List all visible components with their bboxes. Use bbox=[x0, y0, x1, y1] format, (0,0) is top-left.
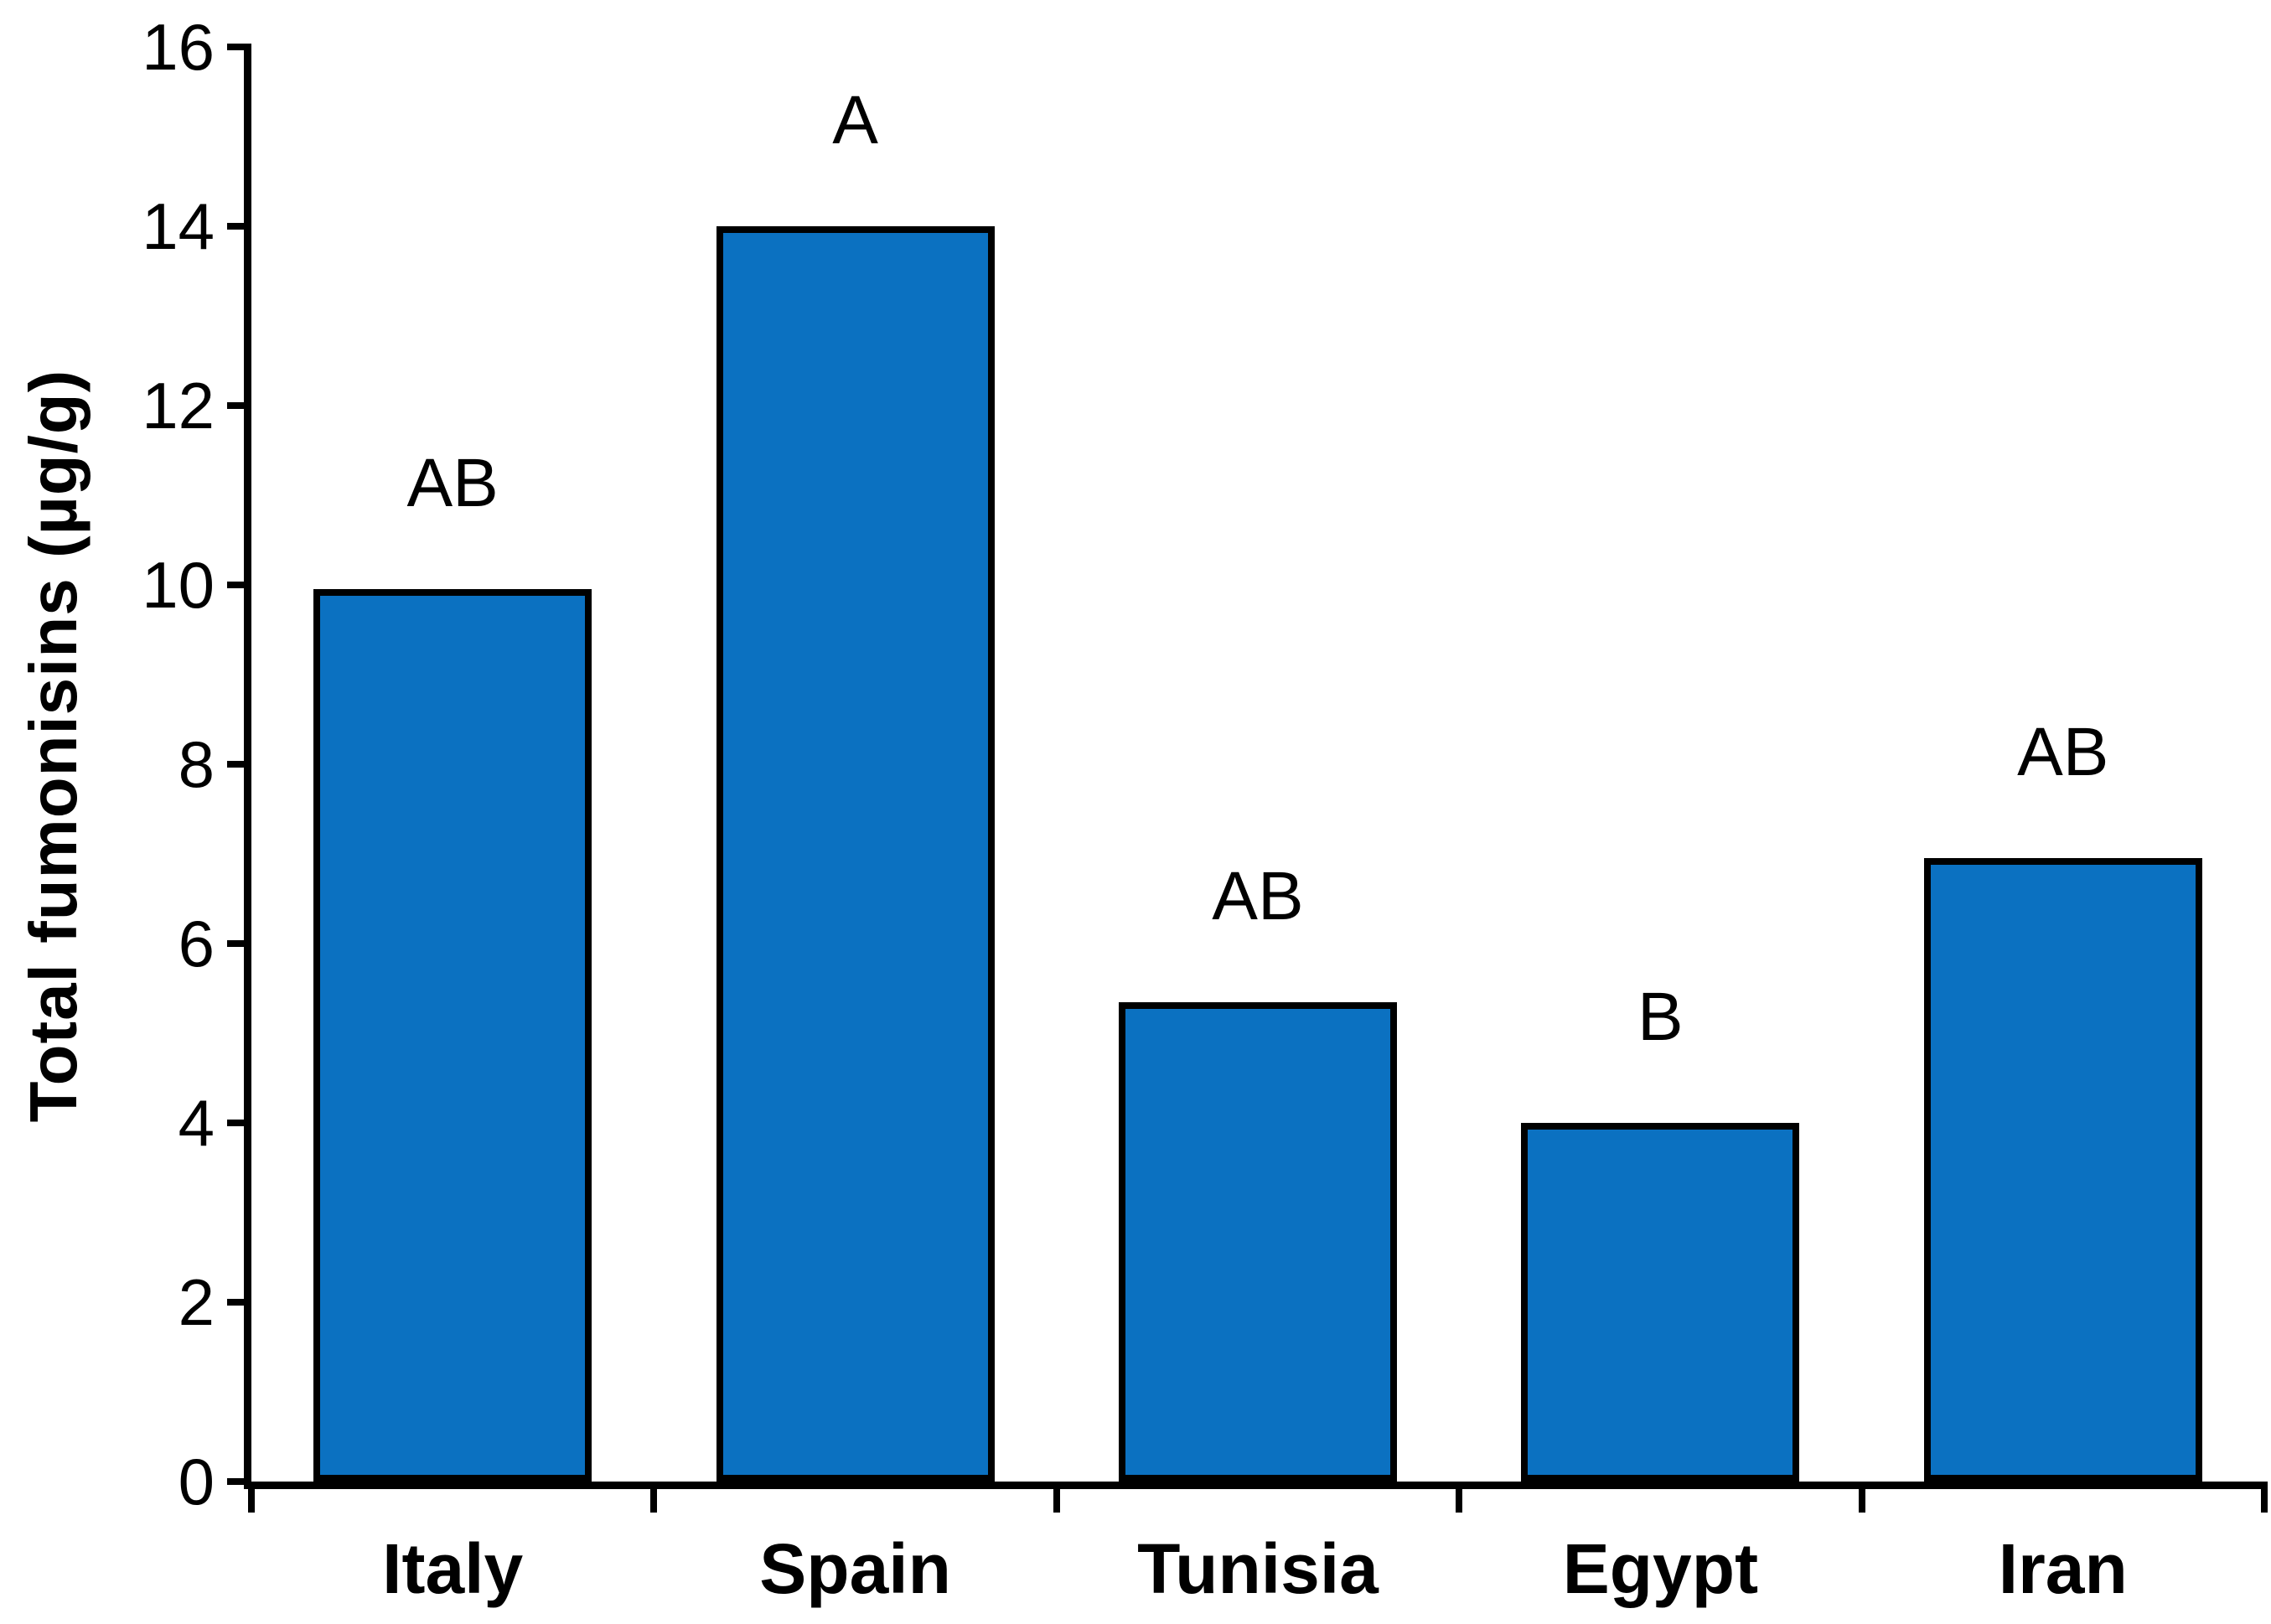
y-axis-tick bbox=[227, 402, 251, 409]
x-axis-tick bbox=[650, 1482, 658, 1513]
bar-italy bbox=[313, 589, 592, 1482]
category-label-iran: Iran bbox=[1998, 1529, 2128, 1608]
bar-spain bbox=[716, 226, 995, 1482]
bar-tunisia bbox=[1119, 1001, 1397, 1482]
x-axis-tick bbox=[1053, 1482, 1060, 1513]
x-axis-tick bbox=[2261, 1482, 2268, 1513]
significance-label-iran: AB bbox=[2017, 714, 2109, 791]
significance-label-egypt: B bbox=[1637, 979, 1684, 1055]
y-axis-tick bbox=[227, 582, 251, 588]
y-axis-tick-label: 16 bbox=[142, 10, 215, 84]
bar-egypt bbox=[1521, 1123, 1800, 1482]
x-axis-tick bbox=[1858, 1482, 1865, 1513]
y-axis-tick-label: 12 bbox=[142, 369, 215, 442]
significance-label-italy: AB bbox=[406, 445, 499, 522]
y-axis-tick bbox=[227, 940, 251, 947]
y-axis-tick-label: 10 bbox=[142, 548, 215, 622]
y-axis-tick-label: 14 bbox=[142, 189, 215, 263]
significance-label-tunisia: AB bbox=[1212, 857, 1304, 934]
y-axis-tick bbox=[227, 223, 251, 230]
y-axis-tick bbox=[227, 1120, 251, 1126]
y-axis-tick-label: 6 bbox=[178, 907, 215, 980]
category-label-italy: Italy bbox=[382, 1529, 524, 1608]
y-axis-tick bbox=[227, 761, 251, 768]
y-axis-tick-label: 4 bbox=[178, 1086, 215, 1160]
x-axis-tick bbox=[1456, 1482, 1463, 1513]
y-axis-tick-label: 8 bbox=[178, 727, 215, 801]
category-label-tunisia: Tunisia bbox=[1137, 1529, 1379, 1608]
significance-label-spain: A bbox=[832, 82, 878, 158]
category-label-spain: Spain bbox=[759, 1529, 951, 1608]
y-axis-tick bbox=[227, 1299, 251, 1306]
bar-iran bbox=[1923, 858, 2202, 1482]
y-axis-tick bbox=[227, 44, 251, 50]
y-axis-tick bbox=[227, 1478, 251, 1485]
y-axis-tick-label: 0 bbox=[178, 1445, 215, 1518]
x-axis-tick bbox=[248, 1482, 255, 1513]
y-axis-tick-label: 2 bbox=[178, 1265, 215, 1339]
category-label-egypt: Egypt bbox=[1562, 1529, 1759, 1608]
plot-area: 0 2 4 6 8 10 12 14 16 AB Italy A Spain AB Tunisia B Egyp… bbox=[142, 14, 2268, 1607]
